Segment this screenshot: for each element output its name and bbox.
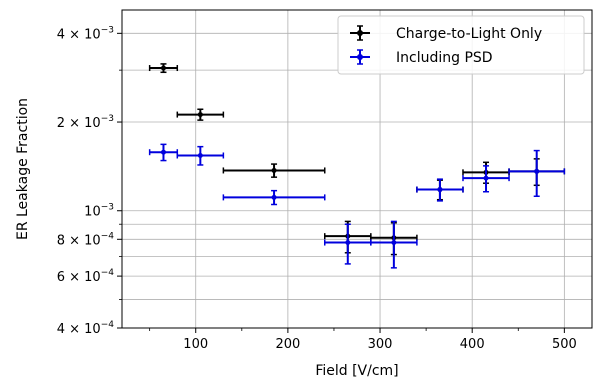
- data-series: [148, 63, 566, 269]
- data-marker: [483, 175, 489, 181]
- data-marker: [197, 152, 203, 158]
- y-tick-label: 2 × 10−3: [57, 114, 114, 131]
- x-tick-label: 100: [183, 337, 208, 352]
- axis-ticks: 100 200 300 400 500 4 × 10−4 6 × 10−4 8 × 10−4 1…: [57, 25, 577, 352]
- legend: Charge-to-Light Only Including PSD: [337, 15, 585, 75]
- legend-label: Including PSD: [396, 50, 493, 66]
- data-point: [416, 178, 464, 202]
- data-point: [222, 189, 326, 206]
- data-point: [323, 223, 372, 265]
- data-marker: [160, 65, 166, 71]
- data-point: [176, 145, 225, 166]
- y-tick-label: 6 × 10−4: [57, 268, 115, 285]
- x-tick-label: 500: [552, 337, 577, 352]
- x-tick-label: 400: [460, 337, 485, 352]
- x-tick-label: 300: [368, 337, 393, 352]
- data-marker: [271, 167, 277, 173]
- data-marker: [271, 194, 277, 200]
- y-tick-label: 4 × 10−3: [57, 25, 114, 42]
- data-marker: [437, 187, 443, 193]
- series-2: [148, 143, 566, 269]
- data-marker: [391, 240, 397, 246]
- data-point: [176, 108, 225, 121]
- y-tick-label: 10−3: [84, 203, 114, 220]
- data-marker: [197, 112, 203, 118]
- legend-marker-dot: [357, 30, 363, 36]
- data-point: [148, 143, 179, 162]
- x-axis-label: Field [V/cm]: [315, 363, 398, 379]
- data-point: [222, 163, 326, 178]
- data-marker: [160, 149, 166, 155]
- data-marker: [345, 240, 351, 246]
- legend-marker-dot: [357, 54, 363, 60]
- y-axis-label: ER Leakage Fraction: [15, 98, 31, 240]
- legend-label: Charge-to-Light Only: [396, 26, 542, 42]
- legend-item: Including PSD: [350, 49, 493, 66]
- legend-box: [337, 15, 585, 75]
- data-point: [462, 165, 510, 193]
- data-point: [370, 220, 418, 269]
- legend-item: Charge-to-Light Only: [350, 25, 542, 42]
- series-1: [148, 63, 566, 256]
- y-tick-label: 4 × 10−4: [57, 320, 115, 337]
- x-tick-label: 200: [275, 337, 300, 352]
- y-tick-label: 8 × 10−4: [57, 231, 115, 248]
- data-marker: [534, 168, 540, 174]
- plot-frame: [121, 9, 593, 329]
- data-point: [148, 63, 179, 74]
- data-point: [508, 149, 566, 197]
